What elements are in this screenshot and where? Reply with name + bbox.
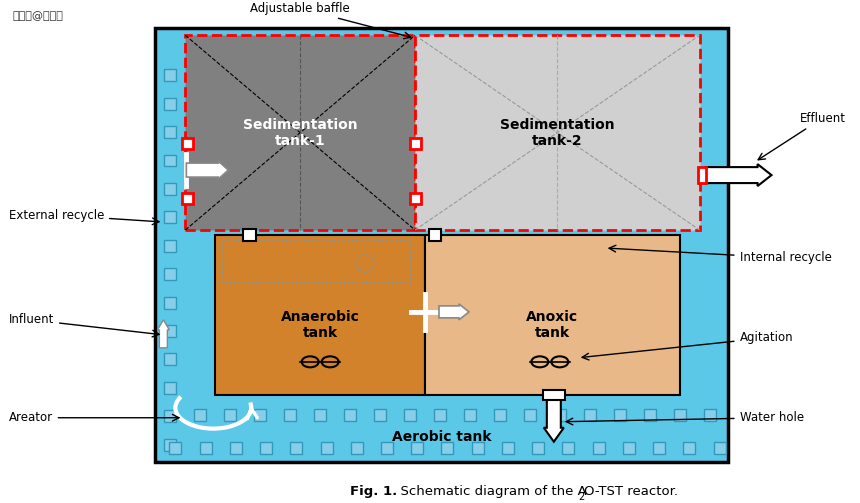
Bar [532, 442, 544, 454]
Bar [164, 268, 176, 280]
Text: Adjustable baffle: Adjustable baffle [250, 2, 411, 39]
Bar [425, 235, 679, 395]
Bar [164, 126, 176, 138]
Bar [200, 442, 212, 454]
FancyArrow shape [544, 400, 564, 442]
Bar [164, 410, 176, 423]
Bar [703, 409, 716, 421]
Bar [164, 325, 176, 337]
Text: 搜狐号@奥维森: 搜狐号@奥维森 [13, 11, 64, 21]
Bar [543, 390, 565, 400]
Bar [673, 409, 685, 421]
Bar [194, 409, 206, 421]
Text: O-TST reactor.: O-TST reactor. [584, 485, 678, 498]
Bar [653, 442, 665, 454]
Bar [243, 228, 255, 241]
Bar [441, 442, 453, 454]
Text: Aerobic tank: Aerobic tank [392, 430, 491, 444]
Bar [428, 228, 441, 241]
Bar [381, 442, 393, 454]
Bar [697, 167, 705, 183]
FancyArrow shape [157, 320, 169, 348]
Bar [684, 442, 696, 454]
Text: Anaerobic
tank: Anaerobic tank [280, 310, 359, 340]
Bar [714, 442, 726, 454]
Bar [643, 409, 655, 421]
Text: Internal recycle: Internal recycle [609, 245, 832, 265]
FancyArrow shape [187, 161, 228, 179]
Bar [554, 409, 566, 421]
Bar [255, 409, 267, 421]
Bar [181, 138, 193, 148]
Bar [164, 98, 176, 110]
Bar [230, 442, 242, 454]
Text: Fig. 1.: Fig. 1. [350, 485, 397, 498]
Bar [164, 382, 176, 394]
Text: Areator: Areator [9, 411, 179, 424]
Bar [186, 35, 415, 230]
Bar [164, 354, 176, 366]
Bar [524, 409, 536, 421]
Text: Anoxic
tank: Anoxic tank [526, 310, 579, 340]
Bar [494, 409, 506, 421]
Bar [222, 240, 410, 282]
Bar [404, 409, 416, 421]
Bar [409, 193, 421, 204]
Text: Sedimentation
tank-1: Sedimentation tank-1 [243, 118, 358, 148]
Bar [164, 211, 176, 223]
Bar [593, 442, 605, 454]
Bar [181, 193, 193, 204]
Bar [464, 409, 476, 421]
Bar [472, 442, 483, 454]
FancyArrow shape [439, 304, 469, 320]
Bar [164, 439, 176, 451]
Bar [415, 35, 700, 230]
Bar [562, 442, 574, 454]
Bar [584, 409, 596, 421]
Bar [156, 28, 728, 462]
Bar [164, 69, 176, 81]
Bar [344, 409, 356, 421]
Bar [374, 409, 386, 421]
Bar [434, 409, 446, 421]
Text: Sedimentation
tank-2: Sedimentation tank-2 [500, 118, 615, 148]
Text: Agitation: Agitation [582, 331, 793, 360]
Bar [164, 154, 176, 166]
Bar [164, 240, 176, 252]
Bar [351, 442, 363, 454]
FancyArrow shape [705, 164, 771, 186]
Text: 2: 2 [578, 491, 584, 501]
Bar [284, 409, 296, 421]
Bar [314, 409, 326, 421]
Bar [502, 442, 514, 454]
Bar [224, 409, 237, 421]
Text: External recycle: External recycle [9, 209, 159, 225]
Text: Schematic diagram of the A: Schematic diagram of the A [392, 485, 587, 498]
Bar [321, 442, 333, 454]
Bar [623, 442, 635, 454]
Bar [614, 409, 626, 421]
Text: Water hole: Water hole [566, 411, 804, 425]
Bar [164, 183, 176, 195]
Bar [411, 442, 423, 454]
Bar [291, 442, 303, 454]
Bar [215, 235, 425, 395]
Bar [409, 138, 421, 148]
Bar [164, 297, 176, 308]
Bar [169, 442, 181, 454]
Bar [260, 442, 272, 454]
Text: Influent: Influent [9, 313, 159, 337]
Text: Effluent: Effluent [759, 112, 845, 160]
